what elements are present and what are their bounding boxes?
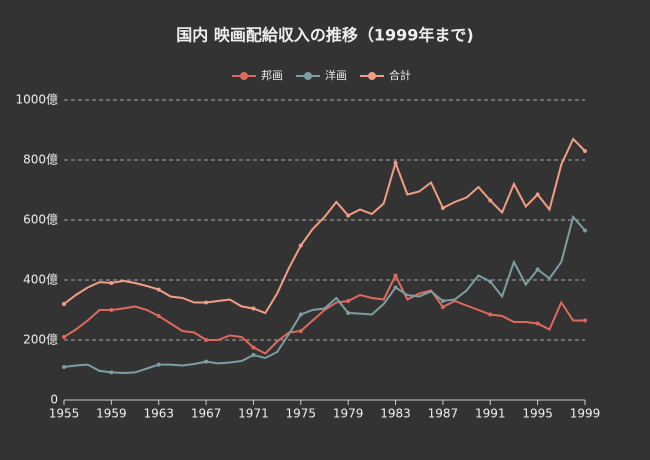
x-tick-label: 1983 xyxy=(380,407,411,421)
point xyxy=(440,299,445,303)
point xyxy=(298,312,303,317)
point xyxy=(535,321,540,326)
point xyxy=(298,329,303,333)
x-tick-label: 1971 xyxy=(238,407,269,421)
y-tick-label: 0 xyxy=(50,393,58,407)
point xyxy=(204,359,209,364)
point xyxy=(204,300,209,305)
chart-title: 国内 映画配給収入の推移（1999年まで) xyxy=(176,26,473,45)
point xyxy=(109,370,114,375)
point xyxy=(488,312,493,317)
point xyxy=(393,273,398,278)
point xyxy=(298,243,303,248)
point xyxy=(393,285,398,290)
point xyxy=(440,305,445,309)
point xyxy=(346,299,351,303)
point xyxy=(535,192,540,197)
x-tick-label: 1963 xyxy=(143,407,174,421)
point xyxy=(62,365,66,369)
point xyxy=(251,353,256,357)
point xyxy=(62,302,66,306)
point xyxy=(204,338,209,342)
point xyxy=(583,149,587,153)
series-line xyxy=(63,214,586,375)
legend-swatch xyxy=(240,72,248,80)
x-tick-label: 1991 xyxy=(475,407,506,421)
point xyxy=(583,318,587,323)
y-tick-label: 1000億 xyxy=(15,93,58,107)
x-tick-label: 1987 xyxy=(428,407,459,421)
series-line xyxy=(63,137,586,315)
x-tick-label: 1979 xyxy=(333,407,364,421)
point xyxy=(346,213,351,218)
point xyxy=(156,362,161,367)
x-tick-label: 1955 xyxy=(49,407,80,421)
point xyxy=(251,345,256,350)
point xyxy=(488,279,493,284)
y-tick-label: 200億 xyxy=(23,333,58,347)
y-tick-label: 400億 xyxy=(23,273,58,287)
x-tick-label: 1959 xyxy=(96,407,127,421)
point xyxy=(251,306,256,311)
point xyxy=(393,161,398,165)
series-line xyxy=(63,273,585,355)
point xyxy=(109,281,114,285)
point xyxy=(156,287,161,292)
x-tick-label: 1967 xyxy=(191,407,222,421)
legend-swatch xyxy=(304,72,312,80)
point xyxy=(488,198,493,203)
legend-label: 洋画 xyxy=(325,68,347,82)
x-tick-label: 1995 xyxy=(522,407,553,421)
y-tick-label: 800億 xyxy=(23,153,58,167)
point xyxy=(156,314,161,318)
x-tick-label: 1975 xyxy=(286,407,317,421)
x-tick-label: 1999 xyxy=(570,407,601,421)
point xyxy=(109,308,114,312)
point xyxy=(62,335,66,339)
y-tick-label: 600億 xyxy=(23,213,58,227)
point xyxy=(346,311,351,315)
legend-label: 邦画 xyxy=(261,69,283,82)
point xyxy=(440,206,445,210)
legend-label: 合計 xyxy=(389,68,411,82)
point xyxy=(535,267,540,272)
point xyxy=(583,228,587,233)
legend-swatch xyxy=(368,72,376,80)
